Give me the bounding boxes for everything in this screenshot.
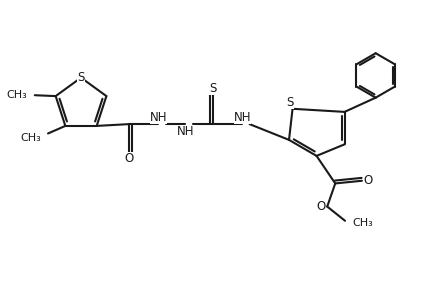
Text: NH: NH xyxy=(177,125,195,138)
Text: S: S xyxy=(209,82,217,95)
Text: O: O xyxy=(364,174,373,187)
Text: S: S xyxy=(77,71,85,84)
Text: CH₃: CH₃ xyxy=(7,90,27,100)
Text: NH: NH xyxy=(234,112,251,124)
Text: CH₃: CH₃ xyxy=(352,218,373,228)
Text: CH₃: CH₃ xyxy=(20,133,41,143)
Text: S: S xyxy=(286,96,293,109)
Text: O: O xyxy=(317,200,326,213)
Text: O: O xyxy=(124,152,133,165)
Text: NH: NH xyxy=(150,112,167,124)
